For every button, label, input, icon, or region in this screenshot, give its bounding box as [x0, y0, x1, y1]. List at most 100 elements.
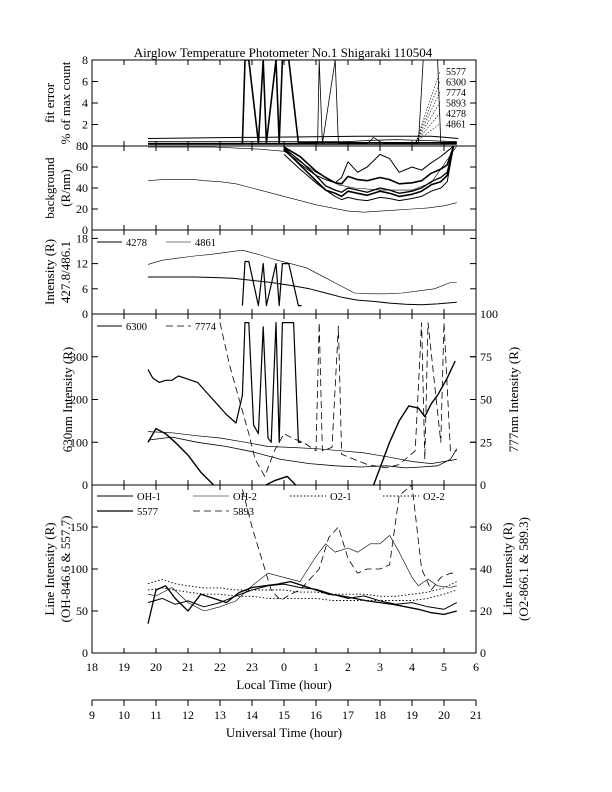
series-blue-lines-4278	[148, 276, 457, 306]
xtick-label-ut: 16	[310, 708, 322, 722]
legend-label-6300: 6300	[126, 322, 147, 333]
series-red-lines-6300	[147, 322, 302, 443]
ytick-right-label-red-lines: 50	[480, 393, 492, 407]
wavelength-label-5893: 5893	[446, 99, 466, 110]
ytick-label-fit-error: 4	[82, 96, 88, 110]
chart-title: Airglow Temperature Photometer No.1 Shig…	[134, 45, 433, 60]
xtick-label-ut: 10	[118, 708, 130, 722]
wavelength-leader-7774	[415, 91, 441, 143]
ylabel-background: (R/nm)	[58, 169, 73, 207]
panel-frame-background	[91, 145, 477, 231]
series-blue-lines-spike	[241, 260, 302, 307]
ytick-right-label-red-lines: 0	[480, 478, 486, 492]
ytick-label-line-intensities: 150	[70, 520, 88, 534]
wavelength-label-4278: 4278	[446, 109, 466, 120]
series-background-f	[148, 146, 458, 191]
wavelength-leader-4861	[415, 123, 441, 143]
xtick-label-local: 22	[214, 660, 226, 674]
wavelength-label-7774: 7774	[446, 88, 466, 99]
legend-label-4861: 4861	[195, 238, 216, 249]
ytick-label-background: 40	[76, 181, 88, 195]
ytick-label-line-intensities: 100	[70, 562, 88, 576]
wavelength-label-4861: 4861	[446, 120, 466, 131]
xtick-label-ut: 12	[182, 708, 194, 722]
xtick-label-ut: 14	[246, 708, 258, 722]
legend-label-O2-1: O2-1	[330, 492, 352, 503]
legend-label-5577: 5577	[137, 507, 158, 518]
wavelength-label-6300: 6300	[446, 78, 466, 89]
wavelength-leader-5577	[415, 70, 441, 143]
ytick-right-label-line-intensities: 0	[480, 646, 486, 660]
ytick-label-blue-lines: 18	[76, 231, 88, 245]
series-red-lines-lower	[147, 436, 458, 469]
xtick-label-local: 6	[473, 660, 479, 674]
xtick-label-local: 0	[281, 660, 287, 674]
ylabel-background: background	[42, 157, 57, 219]
series-group-fit-error	[147, 60, 459, 145]
xtick-label-ut: 13	[214, 708, 226, 722]
wavelength-leader-6300	[415, 81, 441, 143]
ytick-right-label-red-lines: 100	[480, 307, 498, 321]
series-fit-error-6300	[148, 60, 457, 145]
panel-fit-error: 0 2 4 6 8 fit error% of max count 557763007774…	[42, 53, 477, 153]
panel-frame-red-lines	[91, 313, 477, 486]
xtick-label-ut: 20	[438, 708, 450, 722]
panel-blue-lines: 0 6 12 18 Intensity (R) 427.8/486.1 4278 4861	[42, 229, 477, 321]
ylabel-line-intensities: Line Intensity (R)	[42, 522, 57, 615]
series-red-lines-bold	[147, 360, 456, 485]
series-group-background	[147, 146, 458, 213]
series-line-intensities-O2-2	[147, 587, 457, 601]
ylabel-right-line-intensities: Line Intensity (R)	[500, 522, 515, 615]
ylabel-line-intensities: (OH-846.6 & 557.7)	[58, 516, 73, 623]
panel-background: 0 20 40 60 80 background (R/nm)	[42, 139, 477, 237]
ylabel-fit-error: % of max count	[58, 61, 73, 144]
ytick-label-red-lines: 200	[70, 393, 88, 407]
series-fit-error-5577	[147, 135, 459, 139]
ytick-label-background: 60	[76, 160, 88, 174]
series-red-lines-7774	[219, 322, 457, 477]
ytick-label-fit-error: 0	[82, 139, 88, 153]
series-background-g	[147, 179, 457, 213]
ytick-label-fit-error: 8	[82, 53, 88, 67]
ylabel-blue-lines: Intensity (R)	[42, 239, 57, 305]
ytick-label-line-intensities: 50	[76, 604, 88, 618]
legend-label-4278: 4278	[126, 238, 147, 249]
series-red-lines-thin	[147, 431, 457, 464]
ytick-right-label-line-intensities: 60	[480, 520, 492, 534]
xtick-label-local: 19	[118, 660, 130, 674]
xlabel-local: Local Time (hour)	[236, 677, 331, 692]
ytick-label-fit-error: 2	[82, 118, 88, 132]
series-line-intensities-5577	[147, 580, 457, 624]
ytick-right-label-line-intensities: 40	[480, 562, 492, 576]
legend-label-7774: 7774	[195, 322, 217, 333]
ytick-label-red-lines: 100	[70, 435, 88, 449]
ytick-label-fit-error: 6	[82, 75, 88, 89]
legend-label-OH-1: OH-1	[137, 492, 161, 503]
series-group-red-lines	[147, 322, 458, 485]
xtick-label-local: 4	[409, 660, 415, 674]
wavelength-leader-4278	[415, 112, 441, 143]
series-line-intensities-OH-1	[147, 583, 458, 610]
legend-label-5893: 5893	[233, 507, 254, 518]
ylabel-blue-lines: 427.8/486.1	[58, 241, 73, 303]
xtick-label-ut: 21	[470, 708, 482, 722]
xtick-label-local: 5	[441, 660, 447, 674]
ylabel-right-red-lines: 777nm Intensity (R)	[506, 347, 521, 452]
series-line-intensities-O2-1	[147, 579, 457, 597]
ylabel-fit-error: fit error	[42, 82, 57, 123]
xtick-label-ut: 9	[89, 708, 95, 722]
legend-label-OH-2: OH-2	[233, 492, 257, 503]
ytick-label-red-lines: 300	[70, 350, 88, 364]
series-fit-error-5893	[148, 139, 457, 143]
ytick-label-red-lines: 0	[82, 478, 88, 492]
series-group-line-intensities	[147, 485, 458, 624]
series-background-e	[283, 146, 455, 202]
panel-frame-fit-error	[91, 59, 477, 147]
series-blue-lines-4861	[147, 249, 457, 295]
ytick-right-label-red-lines: 75	[480, 350, 492, 364]
xtick-label-ut: 11	[150, 708, 162, 722]
